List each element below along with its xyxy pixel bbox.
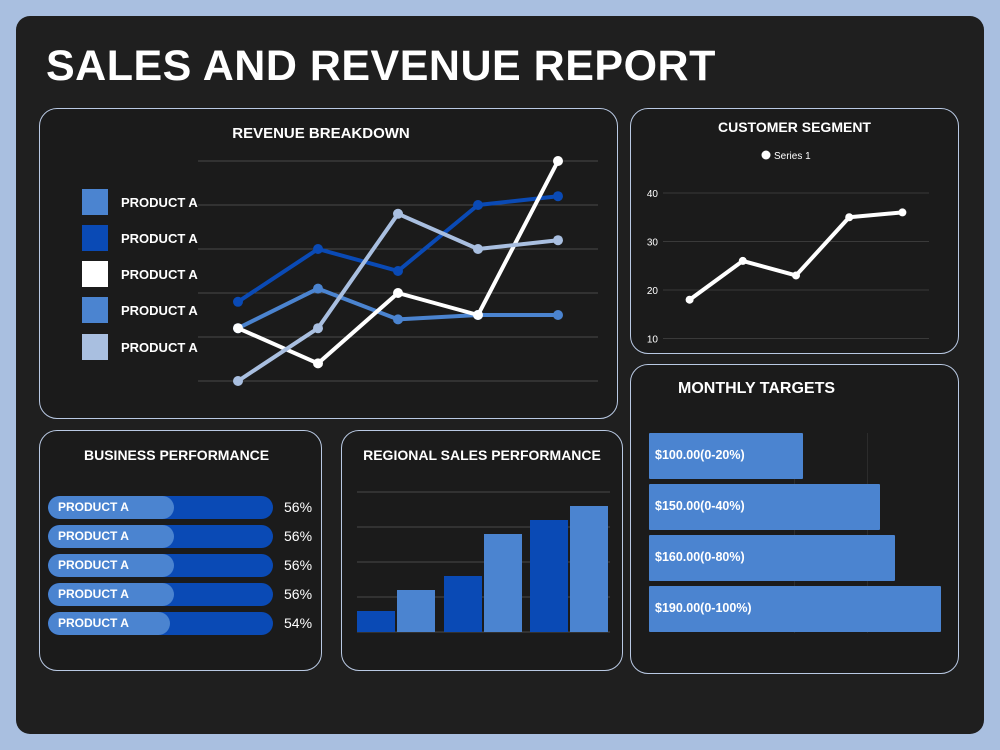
revenue-breakdown-panel: REVENUE BREAKDOWN PRODUCT A PRODUCT A PR…: [39, 108, 618, 419]
progress-fill: [48, 525, 174, 548]
progress-fill: [48, 612, 170, 635]
monthly-targets-title: MONTHLY TARGETS: [678, 380, 836, 397]
y-tick-label: 40: [647, 189, 659, 200]
business-performance-title: BUSINESS PERFORMANCE: [84, 447, 270, 463]
bar: [357, 611, 395, 632]
revenue-breakdown-title: REVENUE BREAKDOWN: [232, 125, 410, 142]
bar: [570, 506, 608, 632]
series-line: [237, 160, 560, 366]
revenue-line-chart: [198, 156, 598, 386]
data-point: [738, 256, 747, 265]
monthly-targets-panel: MONTHLY TARGETS $100.00(0-20%) $150.00(0…: [630, 364, 959, 674]
bar: [530, 520, 568, 632]
progress-percent: 56%: [284, 586, 313, 602]
target-bar-label: $100.00(0-20%): [655, 448, 745, 462]
data-point: [898, 208, 907, 217]
target-bar: $150.00(0-40%): [649, 484, 880, 530]
target-bar: $100.00(0-20%): [649, 433, 803, 479]
target-bar: $190.00(0-100%): [649, 586, 941, 632]
data-point: [393, 288, 403, 298]
data-point: [473, 244, 483, 254]
data-point: [313, 283, 323, 294]
legend-marker: [761, 150, 771, 160]
data-point: [685, 295, 694, 304]
progress-bar: PRODUCT A: [48, 525, 273, 548]
regional-sales-panel: REGIONAL SALES PERFORMANCE: [341, 430, 623, 671]
dashboard-board: SALES AND REVENUE REPORT REVENUE BREAKDO…: [16, 16, 984, 734]
data-point: [313, 244, 323, 254]
progress-percent: 56%: [284, 557, 313, 573]
progress-bar: PRODUCT A: [48, 496, 273, 519]
legend-swatch: [82, 261, 108, 287]
progress-bar: PRODUCT A: [48, 612, 273, 635]
data-point: [553, 310, 563, 320]
target-bar-label: $150.00(0-40%): [655, 499, 745, 513]
data-point: [233, 323, 243, 334]
data-point: [792, 271, 800, 280]
legend-item: PRODUCT A: [82, 297, 198, 323]
progress-label: PRODUCT A: [58, 616, 129, 630]
progress-label: PRODUCT A: [58, 500, 129, 514]
legend-item: PRODUCT A: [82, 189, 198, 215]
progress-label: PRODUCT A: [58, 529, 129, 543]
progress-bar: PRODUCT A: [48, 554, 273, 577]
legend-label: PRODUCT A: [121, 266, 198, 282]
legend-swatch: [82, 297, 108, 323]
data-point: [313, 323, 323, 334]
progress-percent: 56%: [284, 528, 313, 544]
legend-item: PRODUCT A: [82, 225, 198, 251]
progress-label: PRODUCT A: [58, 587, 129, 601]
data-point: [393, 266, 403, 276]
data-point: [393, 208, 403, 219]
data-point: [473, 310, 483, 320]
y-tick-label: 30: [647, 238, 659, 249]
customer-segment-chart: 010203040Item 1Item 2Item 3Item 4Item 5S…: [647, 150, 929, 346]
data-point: [553, 156, 563, 166]
y-tick-label: 20: [647, 286, 659, 297]
bar: [444, 576, 482, 632]
legend-label: PRODUCT A: [121, 302, 198, 318]
progress-bar: PRODUCT A: [48, 583, 273, 606]
data-point: [473, 200, 483, 210]
legend-label: PRODUCT A: [121, 194, 198, 210]
progress-label: PRODUCT A: [58, 558, 129, 572]
business-performance-panel: BUSINESS PERFORMANCE PRODUCT A 56% PRODU…: [39, 430, 322, 671]
target-bar-label: $160.00(0-80%): [655, 550, 745, 564]
legend-label: PRODUCT A: [121, 339, 198, 355]
data-point: [553, 191, 563, 202]
data-point: [233, 296, 243, 307]
progress-fill: [48, 554, 174, 577]
legend-item: PRODUCT A: [82, 261, 198, 287]
data-point: [393, 314, 403, 325]
target-gridline: [794, 433, 795, 633]
legend-swatch: [82, 225, 108, 251]
legend-label: PRODUCT A: [121, 230, 198, 246]
legend-label: Series 1: [774, 151, 811, 162]
data-point: [845, 213, 854, 222]
progress-percent: 56%: [284, 499, 313, 515]
progress-fill: [48, 583, 174, 606]
data-point: [233, 376, 243, 386]
legend-swatch: [82, 334, 108, 360]
progress-percent: 54%: [284, 615, 313, 631]
bar: [397, 590, 435, 632]
page-title: SALES AND REVENUE REPORT: [46, 42, 716, 90]
regional-sales-bar-chart: [357, 491, 610, 633]
customer-segment-title: CUSTOMER SEGMENT: [718, 119, 871, 135]
regional-sales-title: REGIONAL SALES PERFORMANCE: [363, 447, 601, 463]
data-point: [313, 358, 323, 369]
legend-item: PRODUCT A: [82, 334, 198, 360]
data-point: [553, 235, 563, 246]
series-line: [688, 210, 903, 302]
target-gridline: [867, 433, 868, 633]
target-bar: $160.00(0-80%): [649, 535, 895, 581]
progress-fill: [48, 496, 174, 519]
customer-segment-panel: CUSTOMER SEGMENT 010203040Item 1Item 2It…: [630, 108, 959, 354]
y-tick-label: 10: [647, 335, 659, 346]
target-bar-label: $190.00(0-100%): [655, 601, 752, 615]
bar: [484, 534, 522, 632]
legend-swatch: [82, 189, 108, 215]
